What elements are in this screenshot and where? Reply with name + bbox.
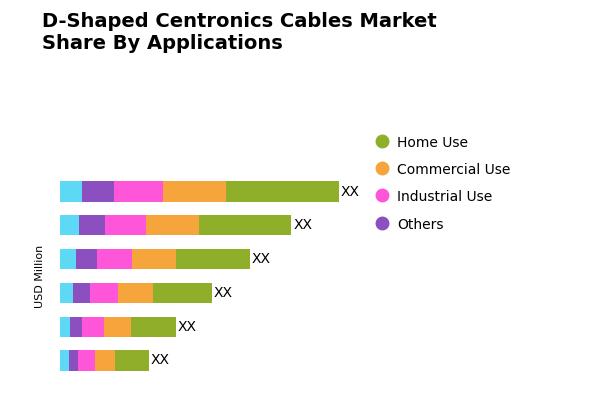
Y-axis label: USD Million: USD Million <box>35 244 45 308</box>
Bar <box>115 350 149 370</box>
Bar <box>79 215 105 236</box>
Bar <box>226 182 338 202</box>
Text: XX: XX <box>178 320 196 334</box>
Bar <box>104 316 131 337</box>
Text: XX: XX <box>214 286 232 300</box>
Text: XX: XX <box>293 218 312 232</box>
Bar <box>70 316 82 337</box>
Bar <box>76 249 97 269</box>
Bar <box>153 283 212 303</box>
Text: XX: XX <box>251 252 271 266</box>
Text: XX: XX <box>340 184 359 198</box>
Bar <box>82 182 114 202</box>
Bar <box>60 316 70 337</box>
Bar <box>163 182 226 202</box>
Text: D-Shaped Centronics Cables Market
Share By Applications: D-Shaped Centronics Cables Market Share … <box>42 12 437 53</box>
Bar <box>105 215 146 236</box>
Bar <box>68 350 78 370</box>
Bar <box>73 283 91 303</box>
Bar <box>60 249 76 269</box>
Bar <box>97 249 132 269</box>
Bar <box>118 283 153 303</box>
Bar <box>82 316 104 337</box>
Bar <box>78 350 95 370</box>
Bar <box>132 249 176 269</box>
Bar <box>60 283 73 303</box>
Bar <box>146 215 199 236</box>
Bar <box>95 350 115 370</box>
Bar <box>114 182 163 202</box>
Text: XX: XX <box>151 354 170 368</box>
Bar <box>60 350 68 370</box>
Bar <box>176 249 250 269</box>
Bar <box>91 283 118 303</box>
Bar <box>199 215 292 236</box>
Bar <box>131 316 176 337</box>
Bar <box>60 215 79 236</box>
Bar <box>60 182 82 202</box>
Legend: Home Use, Commercial Use, Industrial Use, Others: Home Use, Commercial Use, Industrial Use… <box>379 135 511 232</box>
